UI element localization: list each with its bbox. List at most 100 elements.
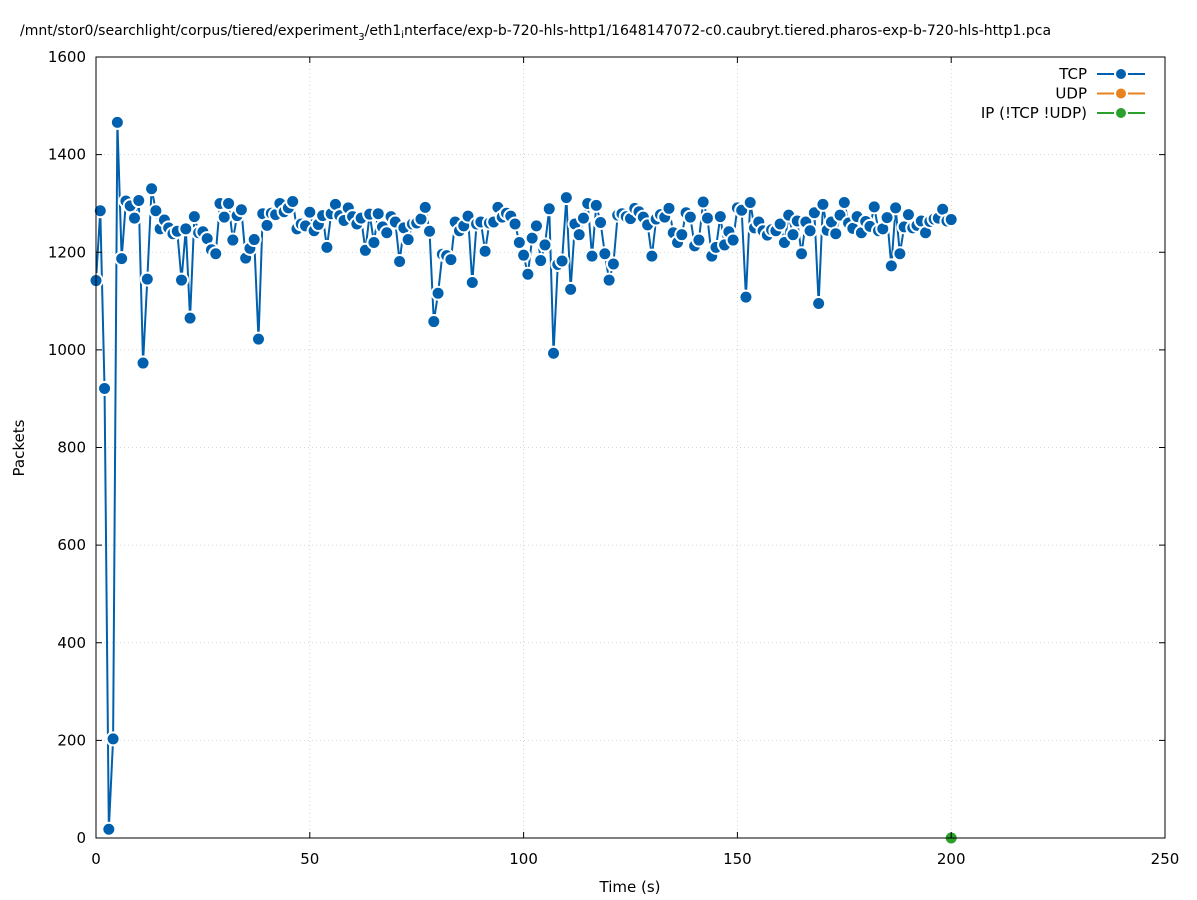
data-point — [250, 331, 266, 347]
data-point — [135, 355, 151, 371]
y-tick-label: 1600 — [48, 48, 86, 66]
data-point — [695, 194, 711, 210]
data-point — [597, 246, 613, 262]
y-tick-label: 600 — [57, 536, 86, 554]
data-point — [742, 194, 758, 210]
grid — [96, 57, 1165, 838]
legend-marker — [1114, 106, 1128, 120]
data-point — [584, 248, 600, 264]
data-point — [601, 272, 617, 288]
data-point — [233, 202, 249, 218]
chart-title: /mnt/stor0/searchlight/corpus/tiered/exp… — [20, 23, 1051, 43]
data-point — [379, 225, 395, 241]
data-point — [772, 216, 788, 232]
data-point — [477, 243, 493, 259]
data-point — [524, 230, 540, 246]
data-point — [131, 193, 147, 209]
y-tick-label: 1000 — [48, 341, 86, 359]
data-point — [285, 193, 301, 209]
data-point — [943, 212, 959, 228]
legend-label: UDP — [1055, 85, 1087, 103]
x-tick-label: 150 — [723, 850, 752, 868]
data-point — [246, 232, 262, 248]
data-point — [674, 227, 690, 243]
x-axis-label: Time (s) — [599, 878, 661, 896]
data-point — [216, 209, 232, 225]
data-point — [370, 206, 386, 222]
data-point — [319, 239, 335, 255]
legend-marker — [1114, 67, 1128, 81]
data-point — [208, 246, 224, 262]
data-point — [712, 209, 728, 225]
data-point — [699, 210, 715, 226]
data-point — [691, 232, 707, 248]
data-point — [528, 218, 544, 234]
data-point — [644, 248, 660, 264]
data-point — [554, 253, 570, 269]
data-point — [139, 271, 155, 287]
data-point — [794, 246, 810, 262]
data-point — [682, 209, 698, 225]
data-point — [126, 210, 142, 226]
y-tick-label: 200 — [57, 731, 86, 749]
data-point — [593, 214, 609, 230]
data-point — [546, 345, 562, 361]
data-point — [558, 190, 574, 206]
chart-title-subscript-2: i — [401, 30, 404, 41]
data-point — [605, 256, 621, 272]
data-point — [182, 310, 198, 326]
data-point — [516, 247, 532, 263]
data-point — [537, 237, 553, 253]
y-tick-label: 0 — [76, 829, 86, 847]
chart-title-subscript: 3 — [358, 32, 364, 43]
legend-item: IP (!TCP !UDP) — [981, 104, 1145, 122]
data-point — [520, 266, 536, 282]
data-point — [828, 226, 844, 242]
data-point — [866, 199, 882, 215]
data-point — [430, 285, 446, 301]
data-point — [892, 246, 908, 262]
x-tick-label: 200 — [937, 850, 966, 868]
y-tick-label: 1200 — [48, 243, 86, 261]
data-point — [105, 731, 121, 747]
series-0 — [88, 114, 959, 837]
data-point — [221, 195, 237, 211]
data-point — [366, 234, 382, 250]
data-point — [883, 258, 899, 274]
ticks: 0 50 100 150 200 250 0 200 400 600 800 1000 1200 1400… — [48, 48, 1180, 868]
data-point — [802, 223, 818, 239]
data-point — [178, 221, 194, 237]
data-point — [511, 234, 527, 250]
data-point — [815, 196, 831, 212]
data-point — [836, 194, 852, 210]
data-point — [464, 275, 480, 291]
x-tick-label: 50 — [300, 850, 319, 868]
data-point — [507, 216, 523, 232]
legend-item: UDP — [1055, 85, 1145, 103]
data-point — [811, 296, 827, 311]
data-point — [97, 380, 113, 396]
data-point — [725, 232, 741, 248]
data-point — [109, 114, 125, 130]
data-point — [426, 314, 442, 330]
data-point — [588, 197, 604, 213]
data-point — [302, 204, 318, 220]
data-point — [785, 227, 801, 243]
legend-item: TCP — [1058, 65, 1145, 83]
legend-label: IP (!TCP !UDP) — [981, 104, 1087, 122]
data-point — [186, 209, 202, 225]
y-tick-label: 400 — [57, 634, 86, 652]
data-point — [144, 181, 160, 197]
y-axis-label: Packets — [10, 419, 28, 476]
data-point — [575, 210, 591, 226]
data-point — [900, 207, 916, 223]
data-point — [661, 200, 677, 216]
data-point — [114, 251, 130, 267]
data-point — [92, 203, 108, 219]
data-point — [225, 232, 241, 248]
data-point — [571, 227, 587, 243]
data-point — [879, 210, 895, 226]
x-tick-label: 0 — [91, 850, 101, 868]
